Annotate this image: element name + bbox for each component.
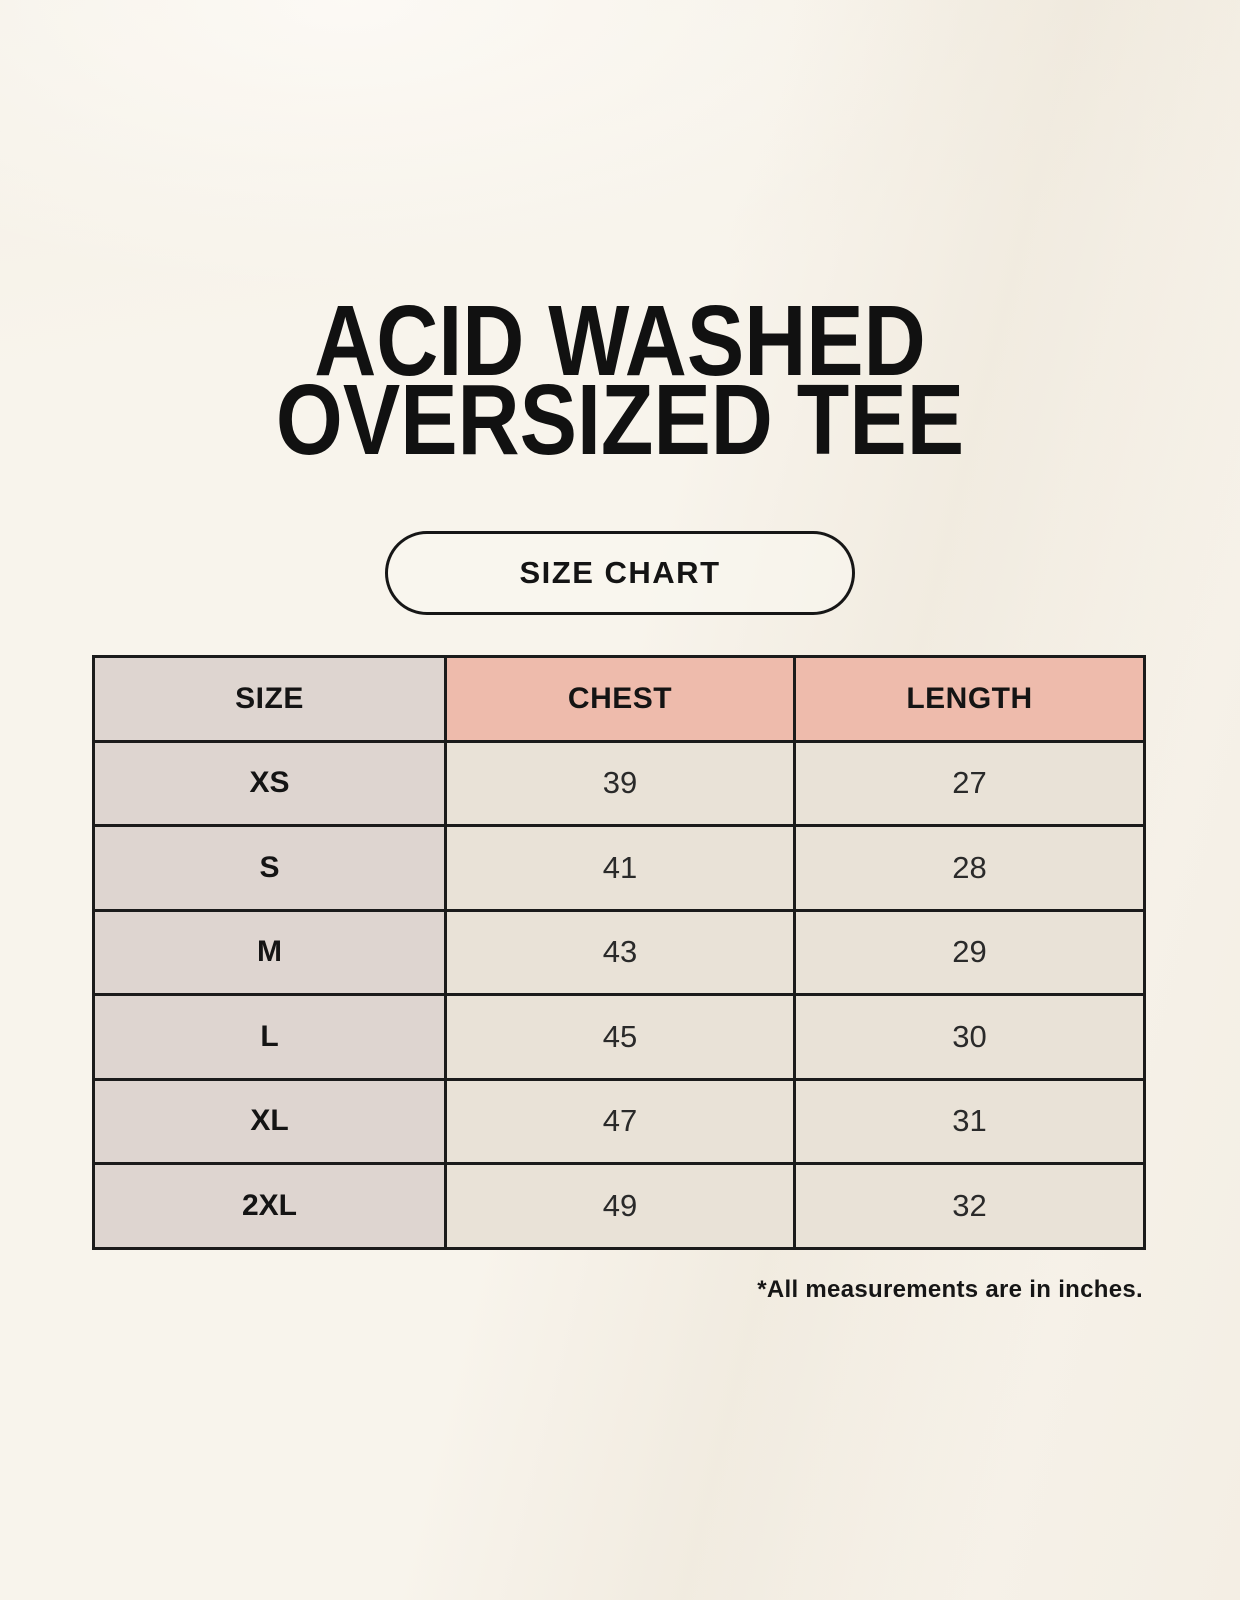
length-cell: 29	[793, 908, 1146, 996]
column-header-chest: CHEST	[444, 655, 796, 743]
size-cell: S	[92, 824, 447, 912]
product-title-line1: ACID WASHED	[314, 285, 926, 397]
size-cell: XL	[92, 1077, 447, 1165]
product-title-line2: OVERSIZED TEE	[275, 364, 965, 476]
length-cell: 30	[793, 993, 1146, 1081]
chest-cell: 49	[444, 1162, 796, 1250]
size-chart-badge-label: SIZE CHART	[519, 555, 721, 590]
table-row: XS 39 27	[92, 739, 1146, 827]
table-row: S 41 28	[92, 824, 1146, 912]
column-header-length: LENGTH	[793, 655, 1146, 743]
size-chart-badge: SIZE CHART	[385, 531, 855, 615]
size-cell: M	[92, 908, 447, 996]
product-title: ACID WASHED OVERSIZED TEE	[87, 285, 1153, 476]
length-cell: 28	[793, 824, 1146, 912]
chest-cell: 43	[444, 908, 796, 996]
size-cell: 2XL	[92, 1162, 447, 1250]
table-row: 2XL 49 32	[92, 1162, 1146, 1250]
table-row: M 43 29	[92, 908, 1146, 996]
length-cell: 31	[793, 1077, 1146, 1165]
table-row: L 45 30	[92, 993, 1146, 1081]
table-row: XL 47 31	[92, 1077, 1146, 1165]
chest-cell: 47	[444, 1077, 796, 1165]
measurements-footnote: *All measurements are in inches.	[757, 1276, 1143, 1303]
length-cell: 27	[793, 739, 1146, 827]
chest-cell: 45	[444, 993, 796, 1081]
table-header-row: SIZE CHEST LENGTH	[92, 655, 1146, 743]
size-cell: L	[92, 993, 447, 1081]
size-table-body: XS 39 27 S 41 28 M 43 29 L 45 30 XL 47 31 2XL 49 32	[92, 739, 1146, 1250]
chest-cell: 39	[444, 739, 796, 827]
chest-cell: 41	[444, 824, 796, 912]
size-cell: XS	[92, 739, 447, 827]
length-cell: 32	[793, 1162, 1146, 1250]
column-header-size: SIZE	[92, 655, 447, 743]
size-table: SIZE CHEST LENGTH XS 39 27 S 41 28 M 43 29 L 45 30 X…	[92, 655, 1146, 1250]
